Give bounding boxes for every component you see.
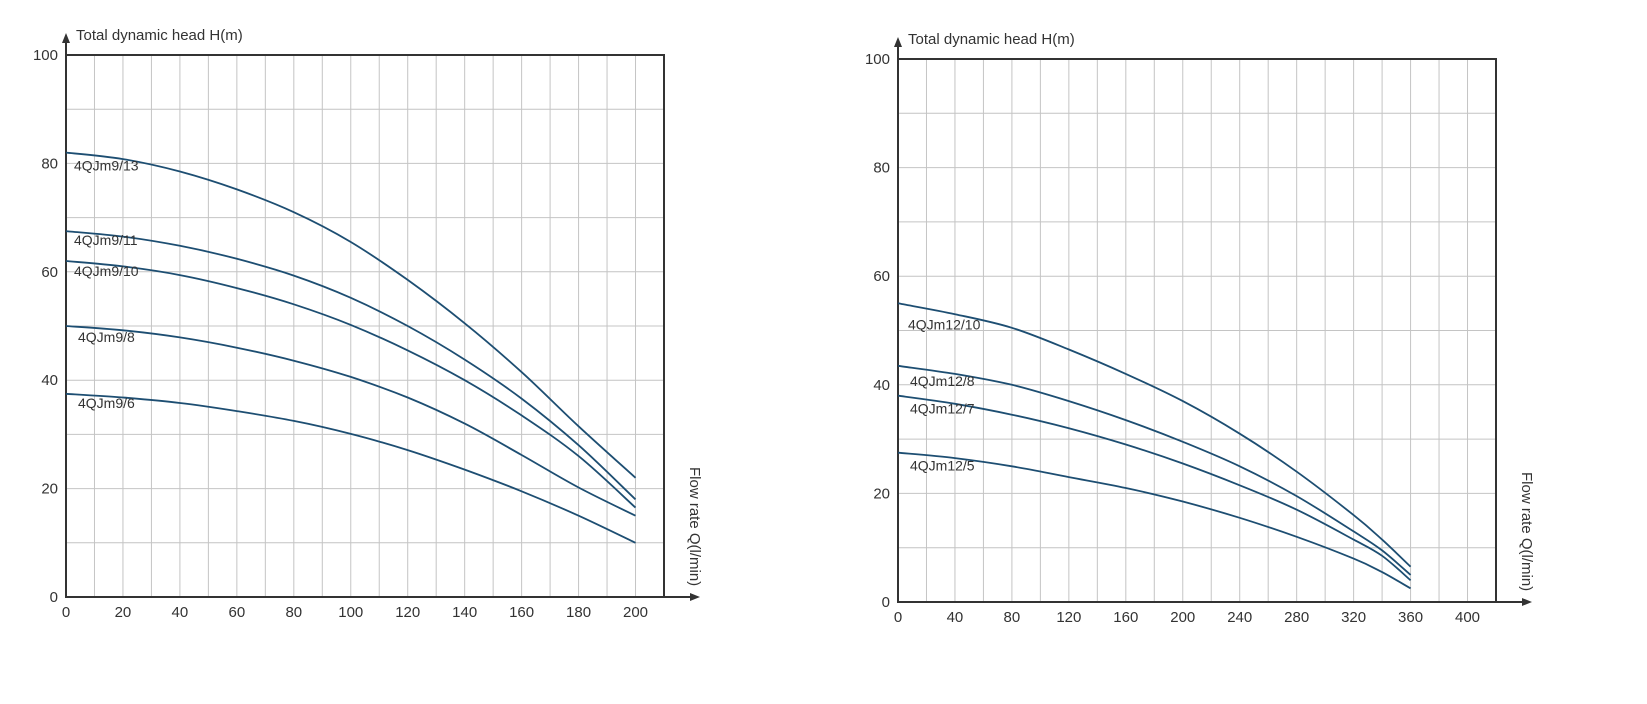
series-label: 4QJm12/7 — [910, 401, 975, 417]
y-tick-label: 60 — [41, 264, 58, 281]
y-tick-label: 40 — [873, 377, 890, 394]
series-label: 4QJm9/6 — [78, 395, 135, 411]
x-tick-label: 0 — [894, 609, 902, 626]
x-axis-arrow-icon — [1522, 598, 1532, 606]
x-tick-label: 40 — [947, 609, 964, 626]
x-tick-label: 160 — [509, 604, 534, 621]
x-tick-label: 120 — [395, 604, 420, 621]
axes — [894, 37, 1532, 606]
series-line — [65, 260, 637, 509]
grid — [66, 55, 664, 597]
x-axis-title: Flow rate Q(l/min) — [1518, 472, 1535, 591]
series-label: 4QJm9/10 — [74, 263, 139, 279]
x-axis-title: Flow rate Q(l/min) — [686, 467, 703, 586]
y-axis-title: Total dynamic head H(m) — [908, 31, 1075, 48]
x-axis-arrow-icon — [690, 593, 700, 601]
x-tick-label: 280 — [1284, 609, 1309, 626]
y-tick-label: 0 — [882, 594, 890, 611]
chart-left: 0 20 40 60 80 100 120 140 160 180 200 0 20 40 60 80 100 T… — [33, 27, 703, 621]
y-tick-label: 40 — [41, 372, 58, 389]
y-axis-arrow-icon — [62, 33, 70, 43]
series-line — [897, 394, 1412, 581]
x-tick-label: 160 — [1113, 609, 1138, 626]
x-tick-label: 400 — [1455, 609, 1480, 626]
axes — [62, 33, 700, 601]
series-label: 4QJm9/8 — [78, 329, 135, 345]
x-tick-label: 80 — [1004, 609, 1021, 626]
y-tick-label: 80 — [41, 155, 58, 172]
series-label: 4QJm9/13 — [74, 158, 139, 174]
x-tick-label: 100 — [338, 604, 363, 621]
x-tick-label: 0 — [62, 604, 70, 621]
x-tick-label: 180 — [566, 604, 591, 621]
x-tick-label: 60 — [229, 604, 246, 621]
series-label: 4QJm12/8 — [910, 373, 975, 389]
series-line — [897, 302, 1412, 568]
x-tick-label: 240 — [1227, 609, 1252, 626]
series-line — [65, 325, 636, 517]
y-tick-label: 100 — [865, 51, 890, 68]
x-tick-label: 120 — [1056, 609, 1081, 626]
y-axis-title: Total dynamic head H(m) — [76, 27, 243, 44]
series-label: 4QJm12/5 — [910, 458, 975, 474]
x-tick-label: 40 — [172, 604, 189, 621]
y-tick-label: 60 — [873, 268, 890, 285]
x-tick-label: 360 — [1398, 609, 1423, 626]
series-label: 4QJm9/11 — [74, 232, 138, 248]
y-tick-label: 100 — [33, 47, 58, 64]
y-tick-label: 20 — [873, 485, 890, 502]
x-tick-label: 80 — [285, 604, 302, 621]
y-tick-label: 80 — [873, 160, 890, 177]
y-tick-label: 20 — [41, 481, 58, 498]
y-axis-arrow-icon — [894, 37, 902, 47]
x-tick-label: 140 — [452, 604, 477, 621]
y-tick-label: 0 — [50, 589, 58, 606]
x-tick-label: 200 — [1170, 609, 1195, 626]
x-tick-label: 320 — [1341, 609, 1366, 626]
series-line — [897, 364, 1412, 576]
series-line — [65, 151, 637, 479]
chart-right: 0 40 80 120 160 200 240 280 320 360 400 0 20 40 60 80 10… — [865, 31, 1535, 626]
series-label: 4QJm12/10 — [908, 316, 981, 332]
series-line — [65, 230, 637, 501]
series-line — [897, 451, 1412, 590]
series-line — [65, 392, 636, 544]
grid — [898, 59, 1496, 602]
x-tick-label: 20 — [115, 604, 132, 621]
x-tick-label: 200 — [623, 604, 648, 621]
